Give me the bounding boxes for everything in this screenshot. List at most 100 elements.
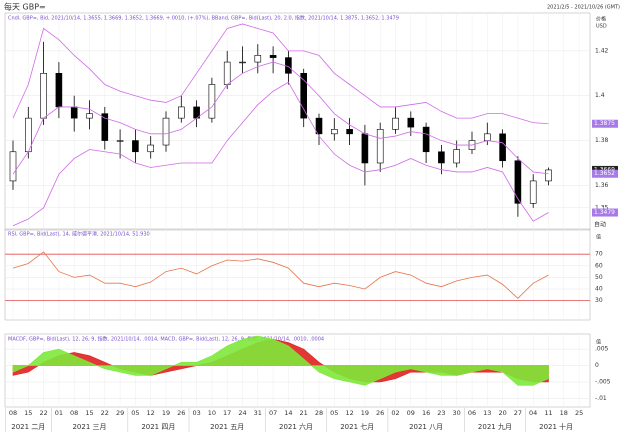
candle-body [285,57,292,74]
month-label: 2021 八月 [409,423,443,431]
candle-body [361,133,369,164]
panel-frame [4,228,591,321]
axis-title: 值 [596,339,601,346]
y-tick-label: 1.42 [595,47,609,54]
candle-body [162,117,170,146]
axis-title: 价格 [596,16,606,23]
axis-title: USD [596,24,607,30]
last-value-label: 1.3479 [594,209,615,216]
x-tick-label: 24 [238,409,246,417]
x-tick-label: 02 [391,409,399,417]
axis-title: 值 [596,234,601,241]
x-tick-label: 19 [361,409,369,417]
x-tick-label: 08 [9,409,17,417]
y-tick-label: 50 [595,274,603,281]
macd-area [12,335,549,386]
candle-body [147,144,154,153]
title: 每天 GBP= [4,2,46,12]
x-tick-label: 13 [483,409,491,417]
candle-body [545,169,552,182]
candle-body [529,180,537,204]
candle-body [132,140,139,153]
candle-body [239,61,246,64]
auto-label: 自动 [594,221,606,229]
y-tick-label: 60 [595,262,603,269]
month-label: 2021 十月 [539,422,573,431]
x-tick-label: 11 [544,409,552,417]
month-label: 2021 四月 [141,423,175,431]
month-label: 2021 七月 [340,422,374,431]
candle-body [40,72,47,119]
y-tick-label: 40 [595,286,603,293]
x-tick-label: 08 [70,409,78,417]
y-tick-label: 1.38 [595,137,609,144]
last-value-label: 1.3652 [594,170,615,177]
x-tick-label: 26 [177,409,185,417]
x-tick-label: 22 [39,409,47,417]
candle-body [499,133,506,162]
y-tick-label: 1.36 [595,182,609,189]
x-tick-label: 15 [24,409,32,417]
x-tick-label: 19 [162,409,170,417]
date-range: 2021/2/5 - 2021/10/26 (GMT) [547,5,620,11]
y-tick-label: 30 [595,297,603,304]
legend: Cndl, GBP=, Bid, 2021/10/14, 1.3655, 1.3… [8,15,399,22]
x-tick-label: 04 [529,409,537,417]
x-tick-label: 20 [498,409,506,417]
x-tick-label: 26 [376,409,384,417]
x-tick-label: 25 [575,409,583,417]
candle-body [269,55,277,58]
x-tick-label: 30 [453,409,461,417]
x-tick-label: 01 [55,409,63,417]
x-tick-label: 05 [131,409,139,417]
x-tick-label: 14 [284,409,292,417]
candle-body [223,61,231,85]
x-tick-label: 12 [147,409,155,417]
legend: MACDF, GBP=, Bid(Last), 12, 26, 9, 指数, 2… [8,336,324,343]
candle-body [315,117,323,135]
candle-body [392,117,399,130]
month-label: 2021 九月 [478,422,512,431]
x-tick-label: 12 [345,409,353,417]
last-value-label: 1.3875 [594,120,615,127]
candle-body [86,113,93,119]
x-tick-label: 16 [422,409,430,417]
candle-body [208,84,216,119]
x-tick-label: 31 [254,409,262,417]
month-label: 2021 二月 [11,423,45,431]
x-tick-label: 28 [315,409,323,417]
month-label: 2021 五月 [210,423,244,431]
x-tick-label: 29 [116,409,124,417]
candle-body [514,160,522,204]
candle-body [407,117,415,128]
x-tick-label: 03 [192,409,200,417]
candle-body [70,106,78,119]
x-tick-label: 27 [514,409,522,417]
candle-body [178,106,185,119]
candle-body [9,151,17,182]
last-value-box [592,208,618,217]
series-line [12,23,549,125]
candle-body [116,140,124,142]
x-tick-label: 23 [437,409,445,417]
candle-body [422,126,430,153]
y-tick-label: 1.4 [595,92,605,99]
x-tick-label: 06 [468,409,476,417]
candle-body [376,129,384,164]
y-tick-label: 1.35 [595,204,609,211]
series-line [12,61,549,175]
x-tick-label: 22 [101,409,109,417]
x-tick-label: 05 [330,409,338,417]
series-line [12,251,549,299]
candle-body [453,149,461,164]
candle-body [438,151,445,164]
y-tick-label: 70 [595,251,603,258]
y-tick-label: -.01 [595,395,607,402]
y-tick-label: .005 [595,346,609,353]
last-value-box [592,119,618,128]
legend: RSI, GBP=, Bid(Last), 14, 威尔德平滑, 2021/10… [8,231,150,238]
last-value-box [592,169,618,178]
month-label: 2021 六月 [279,422,313,431]
candle-body [55,72,63,108]
